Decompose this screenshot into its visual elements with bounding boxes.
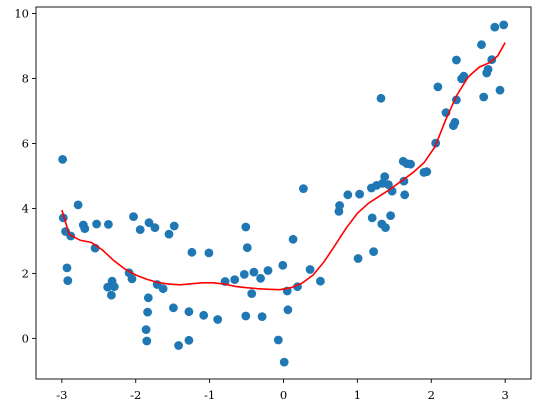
x-tick-label-0: -3 [56,388,67,402]
data-point-72 [381,223,390,233]
data-point-17 [127,274,137,284]
data-point-28 [164,229,174,239]
axis-ticks: -3 -2 -1 0 1 2 3 0 2 4 6 8 10 [14,6,508,402]
data-point-56 [299,184,308,194]
fit-line [61,42,506,291]
data-point-61 [343,190,353,200]
data-point-19 [135,225,145,235]
data-point-24 [144,218,154,228]
data-point-18 [129,212,138,222]
data-point-95 [483,65,493,74]
data-point-91 [459,71,469,81]
data-point-71 [380,172,390,182]
data-point-29 [169,303,178,313]
data-point-6 [73,200,83,210]
axes-frame [35,6,532,380]
y-tick-label-1: 2 [22,266,29,280]
data-point-57 [305,265,315,274]
data-point-27 [158,284,168,294]
data-point-42 [241,311,251,321]
data-point-50 [278,260,288,270]
data-point-48 [263,266,273,275]
data-point-23 [143,307,153,317]
data-point-47 [257,312,267,321]
data-point-34 [187,247,197,257]
data-point-74 [386,211,395,221]
data-point-68 [376,93,386,103]
data-point-97 [490,22,500,32]
data-point-87 [450,117,460,127]
x-tick-label-5: 2 [428,388,435,402]
x-tick-label-6: 3 [501,388,508,402]
data-point-49 [273,335,283,345]
data-point-53 [283,305,293,315]
data-point-77 [399,176,409,186]
x-tick-label-2: -1 [204,388,215,402]
data-point-45 [249,267,259,277]
data-point-39 [230,275,240,284]
data-point-20 [141,325,151,334]
data-point-33 [184,307,194,317]
data-point-37 [213,315,223,324]
x-tick-label-1: -2 [130,388,141,402]
data-point-15 [109,282,119,292]
x-tick-label-3: 0 [280,388,287,402]
data-point-44 [247,289,257,298]
data-point-25 [150,223,160,233]
data-point-31 [174,341,184,350]
data-point-36 [204,248,214,258]
data-point-30 [169,221,179,231]
data-point-51 [279,357,289,367]
data-point-0 [58,155,67,164]
data-point-98 [495,85,505,95]
data-point-54 [288,234,298,244]
data-point-60 [335,201,344,210]
data-point-78 [400,190,410,200]
data-point-62 [353,254,363,263]
data-point-3 [62,263,72,273]
data-point-66 [369,247,378,256]
data-point-11 [104,220,113,229]
data-point-65 [367,213,377,223]
data-point-22 [143,293,153,303]
data-point-93 [479,92,489,102]
data-point-21 [142,336,152,346]
data-point-10 [92,219,101,229]
data-point-82 [422,167,432,177]
data-point-63 [355,189,364,199]
y-tick-label-4: 8 [22,71,29,85]
data-point-58 [316,276,325,286]
plot-area [58,20,509,367]
y-tick-label-0: 0 [22,331,29,345]
data-point-92 [477,40,486,50]
data-point-88 [452,55,461,65]
data-point-4 [63,276,73,285]
data-point-32 [184,335,194,345]
data-point-43 [242,243,252,253]
data-point-8 [80,224,90,234]
data-point-35 [199,310,209,320]
data-point-80 [406,159,415,169]
data-point-84 [433,82,443,92]
y-tick-label-5: 10 [14,6,29,20]
data-point-73 [384,180,393,190]
y-tick-label-3: 6 [22,136,29,150]
data-point-40 [239,270,249,279]
data-point-99 [499,20,509,30]
data-point-13 [107,290,116,300]
x-tick-label-4: 1 [354,388,361,402]
data-point-46 [256,273,265,283]
data-point-41 [241,222,251,232]
y-tick-label-2: 4 [22,201,29,215]
